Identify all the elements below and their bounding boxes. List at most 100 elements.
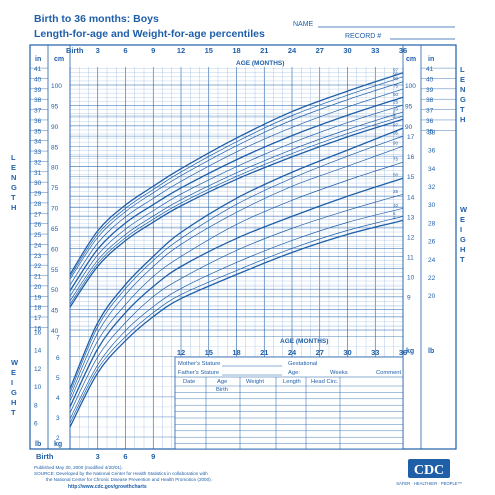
lb-tick-right: 28 bbox=[428, 220, 436, 227]
lb-tick-right: 26 bbox=[428, 239, 436, 246]
weight-curve-p3 bbox=[69, 219, 404, 428]
kg-tick-right: 17 bbox=[407, 134, 415, 141]
weight-label-p97: 97 bbox=[393, 123, 399, 128]
x-tick-weight: 33 bbox=[371, 348, 379, 357]
lb-tick-left: 6 bbox=[34, 421, 38, 428]
mothers-stature-label: Mother's Stature bbox=[178, 361, 220, 367]
unit-lb-right: lb bbox=[428, 348, 434, 355]
in-tick-left: 17 bbox=[34, 315, 42, 322]
kg-tick-right: 16 bbox=[407, 154, 415, 161]
kg-tick-right: 15 bbox=[407, 174, 415, 181]
unit-kg-left: kg bbox=[54, 441, 62, 448]
chart-title: Birth to 36 months: Boys bbox=[34, 13, 159, 25]
kg-tick-right: 14 bbox=[407, 194, 415, 201]
fathers-stature-label: Father's Stature bbox=[178, 370, 219, 376]
x-tick-top: 33 bbox=[371, 46, 379, 55]
length-curve-p50 bbox=[69, 96, 404, 292]
footer-published: Published May 30, 2000 (modified 4/20/01… bbox=[34, 465, 123, 470]
in-tick-left: 34 bbox=[34, 139, 42, 146]
lb-tick-left: 12 bbox=[34, 366, 42, 373]
length-curve-p75 bbox=[69, 88, 404, 286]
length-label-p95: 95 bbox=[393, 71, 399, 76]
kg-tick-left: 7 bbox=[56, 335, 60, 342]
unit-cm-left: cm bbox=[54, 56, 64, 63]
cm-tick-left: 50 bbox=[51, 287, 59, 294]
length-curve-p10 bbox=[69, 111, 404, 302]
in-tick-left: 16 bbox=[34, 325, 42, 332]
x-tick-top: 15 bbox=[205, 46, 213, 55]
in-tick-left: 26 bbox=[34, 222, 42, 229]
chart-subtitle: Length-for-age and Weight-for-age percen… bbox=[34, 28, 265, 40]
unit-in-left: in bbox=[35, 56, 41, 63]
footer-source-1: SOURCE: Developed by the National Center… bbox=[34, 471, 208, 476]
length-curve-p25 bbox=[69, 104, 404, 297]
x-tick-top: 9 bbox=[151, 46, 155, 55]
lb-tick-right: 24 bbox=[428, 257, 436, 264]
in-tick-right: 35 bbox=[426, 128, 434, 135]
x-tick-weight: 21 bbox=[260, 348, 268, 357]
in-tick-left: 21 bbox=[34, 274, 42, 281]
unit-lb-left: lb bbox=[35, 441, 41, 448]
x-tick-top: 6 bbox=[123, 46, 127, 55]
cm-tick-right: 100 bbox=[405, 83, 416, 90]
x-tick-weight: 30 bbox=[343, 348, 351, 357]
x-tick-weight: 18 bbox=[232, 348, 240, 357]
in-tick-left: 27 bbox=[34, 211, 42, 218]
gestational-label: Gestational bbox=[288, 361, 317, 367]
length-label-p50: 50 bbox=[393, 92, 399, 97]
cm-tick-left: 70 bbox=[51, 206, 59, 213]
kg-tick-left: 3 bbox=[56, 415, 60, 422]
in-tick-left: 35 bbox=[34, 128, 42, 135]
cm-tick-right: 90 bbox=[405, 124, 413, 131]
kg-tick-left: 2 bbox=[56, 435, 60, 442]
unit-kg-right: kg bbox=[406, 348, 414, 355]
axis-ticks: 4140393837363534333231302928272625242322… bbox=[30, 46, 456, 461]
in-tick-left: 37 bbox=[34, 108, 42, 115]
col-weight: Weight bbox=[246, 379, 264, 385]
x-tick-top: 12 bbox=[177, 46, 185, 55]
lb-tick-right: 30 bbox=[428, 202, 436, 209]
length-label-p25: 25 bbox=[393, 100, 399, 105]
x-tick-bottom: 3 bbox=[96, 452, 100, 461]
lb-tick-left: 14 bbox=[34, 348, 42, 355]
unit-cm-right: cm bbox=[406, 56, 416, 63]
weight-label-p95: 95 bbox=[393, 131, 399, 136]
data-entry-table: Mother's Stature Father's Stature Gestat… bbox=[174, 356, 404, 450]
in-tick-left: 36 bbox=[34, 118, 42, 125]
table-frame bbox=[174, 356, 404, 450]
x-tick-top: 30 bbox=[343, 46, 351, 55]
weight-curve-p5 bbox=[69, 216, 404, 424]
unit-in-right: in bbox=[428, 56, 434, 63]
length-curve-p5 bbox=[69, 115, 404, 305]
in-tick-right: 36 bbox=[426, 118, 434, 125]
in-tick-left: 19 bbox=[34, 294, 42, 301]
kg-tick-left: 4 bbox=[56, 395, 60, 402]
cdc-logo-badge bbox=[408, 459, 450, 478]
kg-tick-right: 10 bbox=[407, 275, 415, 282]
lb-tick-left: 10 bbox=[34, 384, 42, 391]
x-tick-weight: 24 bbox=[288, 348, 297, 357]
kg-tick-right: 12 bbox=[407, 234, 415, 241]
cm-tick-left: 80 bbox=[51, 165, 59, 172]
cm-tick-left: 75 bbox=[51, 185, 59, 192]
col-length: Length bbox=[283, 379, 301, 385]
in-tick-right: 41 bbox=[426, 66, 434, 73]
weight-curve-p75 bbox=[69, 161, 404, 402]
length-curve-p90 bbox=[69, 81, 404, 280]
weight-label-p3: 3 bbox=[393, 215, 396, 220]
weight-curve-p90 bbox=[69, 145, 404, 398]
cm-tick-left: 55 bbox=[51, 267, 59, 274]
weight-curve-p10 bbox=[69, 207, 404, 420]
weeks-label: Weeks bbox=[330, 370, 348, 376]
x-tick-weight: 27 bbox=[316, 348, 324, 357]
in-tick-left: 23 bbox=[34, 253, 42, 260]
x-tick-top: 21 bbox=[260, 46, 268, 55]
lb-tick-right: 20 bbox=[428, 293, 436, 300]
kg-tick-right: 11 bbox=[407, 254, 414, 261]
x-tick-top: 3 bbox=[96, 46, 100, 55]
x-tick-weight: 15 bbox=[205, 348, 213, 357]
in-tick-left: 25 bbox=[34, 232, 42, 239]
